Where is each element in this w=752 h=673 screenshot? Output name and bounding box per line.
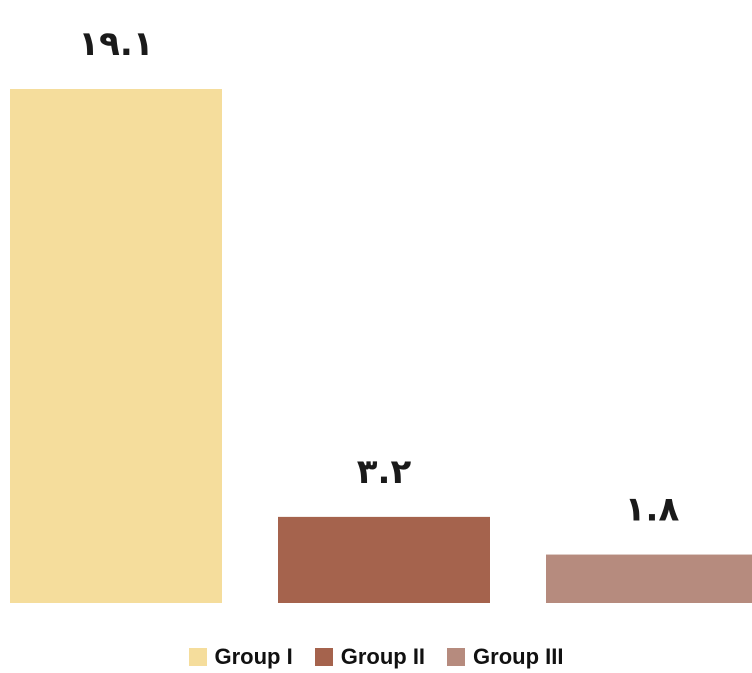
legend-item-group-iii: Group III xyxy=(447,644,564,670)
legend-label-group-ii: Group II xyxy=(340,644,426,669)
bar-group-i xyxy=(10,89,222,603)
bars-layer xyxy=(10,89,752,603)
value-label-group-i: ١٩.١ xyxy=(78,24,153,64)
value-label-group-iii: ١.٨ xyxy=(625,490,680,530)
legend-swatch-group-i xyxy=(188,648,207,666)
legend: Group I Group II Group III xyxy=(0,644,752,670)
legend-swatch-group-iii xyxy=(447,648,466,666)
legend-label-group-iii: Group III xyxy=(473,644,564,669)
legend-item-group-ii: Group II xyxy=(314,644,426,670)
bar-group-ii xyxy=(278,516,490,603)
value-label-group-ii: ٣.٢ xyxy=(357,452,412,492)
legend-swatch-group-ii xyxy=(314,648,333,666)
bar-group-iii xyxy=(546,554,752,603)
legend-label-group-i: Group I xyxy=(214,644,293,669)
bar-chart: ١٩.١ ٣.٢ ١.٨ xyxy=(10,24,752,603)
legend-item-group-i: Group I xyxy=(188,644,293,670)
value-labels-layer: ١٩.١ ٣.٢ ١.٨ xyxy=(78,24,679,530)
